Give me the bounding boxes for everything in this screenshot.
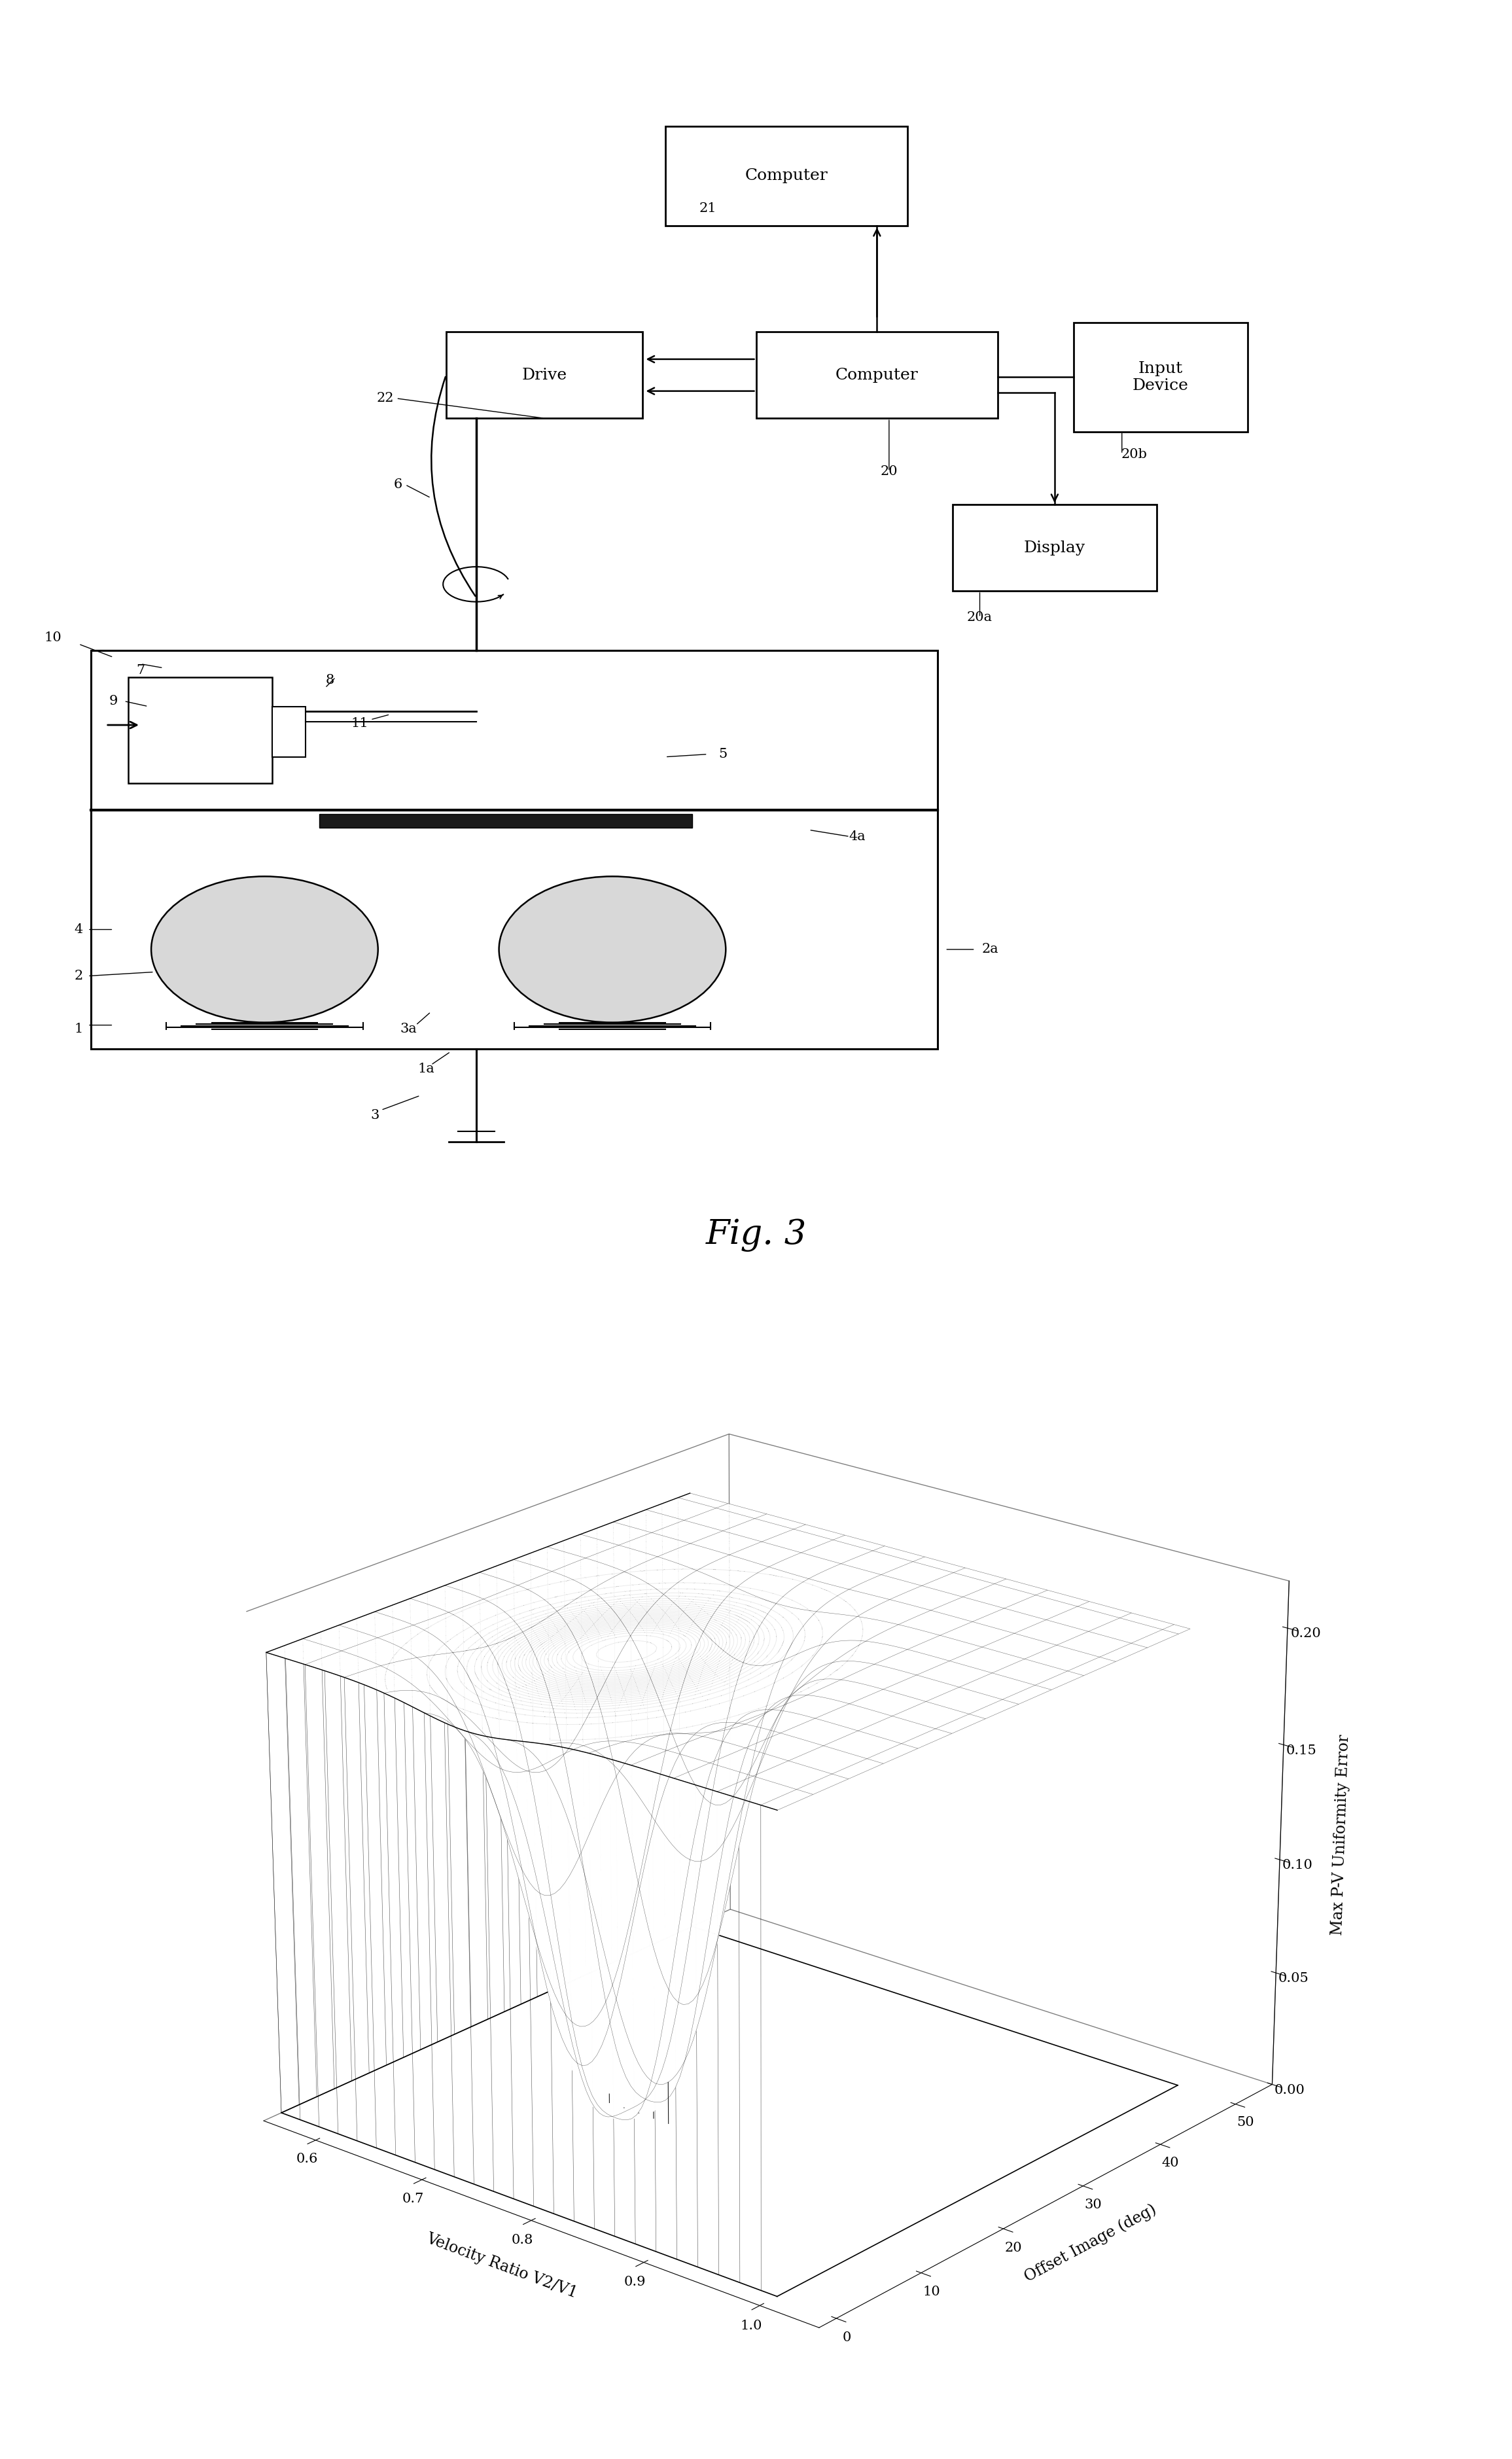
- Text: 20: 20: [880, 465, 898, 477]
- Text: 22: 22: [376, 391, 395, 406]
- Bar: [756, 332, 998, 418]
- Text: Computer: Computer: [836, 366, 918, 384]
- Text: 4: 4: [74, 922, 83, 937]
- Text: 11: 11: [351, 718, 369, 730]
- Bar: [319, 814, 692, 829]
- Text: 4a: 4a: [848, 831, 866, 843]
- Text: Computer: Computer: [745, 167, 827, 184]
- Text: 9: 9: [109, 696, 118, 708]
- Ellipse shape: [499, 875, 726, 1023]
- Ellipse shape: [151, 875, 378, 1023]
- Bar: [953, 504, 1157, 590]
- Text: 7: 7: [136, 664, 145, 676]
- Bar: [91, 652, 937, 1050]
- Bar: [1074, 322, 1247, 433]
- Text: 2: 2: [74, 969, 83, 981]
- Text: 8: 8: [325, 674, 334, 686]
- Text: 20b: 20b: [1120, 448, 1148, 460]
- Bar: [665, 125, 907, 226]
- Text: 6: 6: [393, 480, 402, 492]
- Text: 1: 1: [74, 1023, 83, 1035]
- Text: 20a: 20a: [968, 612, 992, 625]
- Text: 10: 10: [44, 632, 62, 644]
- Bar: [272, 706, 305, 757]
- Text: 2a: 2a: [981, 944, 999, 957]
- Text: 3: 3: [370, 1109, 380, 1121]
- Y-axis label: Offset Image (deg): Offset Image (deg): [1022, 2201, 1158, 2284]
- X-axis label: Velocity Ratio V2/V1: Velocity Ratio V2/V1: [423, 2230, 579, 2302]
- Text: Fig. 3: Fig. 3: [706, 1217, 806, 1252]
- Text: 3a: 3a: [399, 1023, 417, 1035]
- Text: Drive: Drive: [522, 366, 567, 384]
- Text: 5: 5: [718, 748, 727, 760]
- Text: Input
Device: Input Device: [1132, 361, 1188, 393]
- Bar: [129, 676, 272, 784]
- Text: 1a: 1a: [417, 1062, 435, 1075]
- Bar: [446, 332, 643, 418]
- Text: Display: Display: [1024, 541, 1086, 556]
- Text: 21: 21: [699, 202, 717, 214]
